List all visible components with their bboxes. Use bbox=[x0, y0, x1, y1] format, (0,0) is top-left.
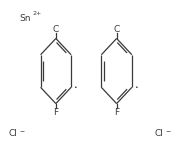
Text: Cl: Cl bbox=[9, 130, 18, 138]
Text: F: F bbox=[114, 108, 119, 116]
Text: F: F bbox=[53, 108, 58, 116]
Text: Cl: Cl bbox=[155, 130, 164, 138]
Text: •: • bbox=[134, 85, 138, 90]
Text: C: C bbox=[53, 25, 59, 34]
Text: Sn: Sn bbox=[20, 14, 31, 23]
Text: −: − bbox=[165, 128, 171, 133]
Text: •: • bbox=[74, 85, 77, 90]
Text: 2+: 2+ bbox=[32, 11, 42, 16]
Text: C: C bbox=[113, 25, 120, 34]
Text: −: − bbox=[19, 128, 24, 133]
